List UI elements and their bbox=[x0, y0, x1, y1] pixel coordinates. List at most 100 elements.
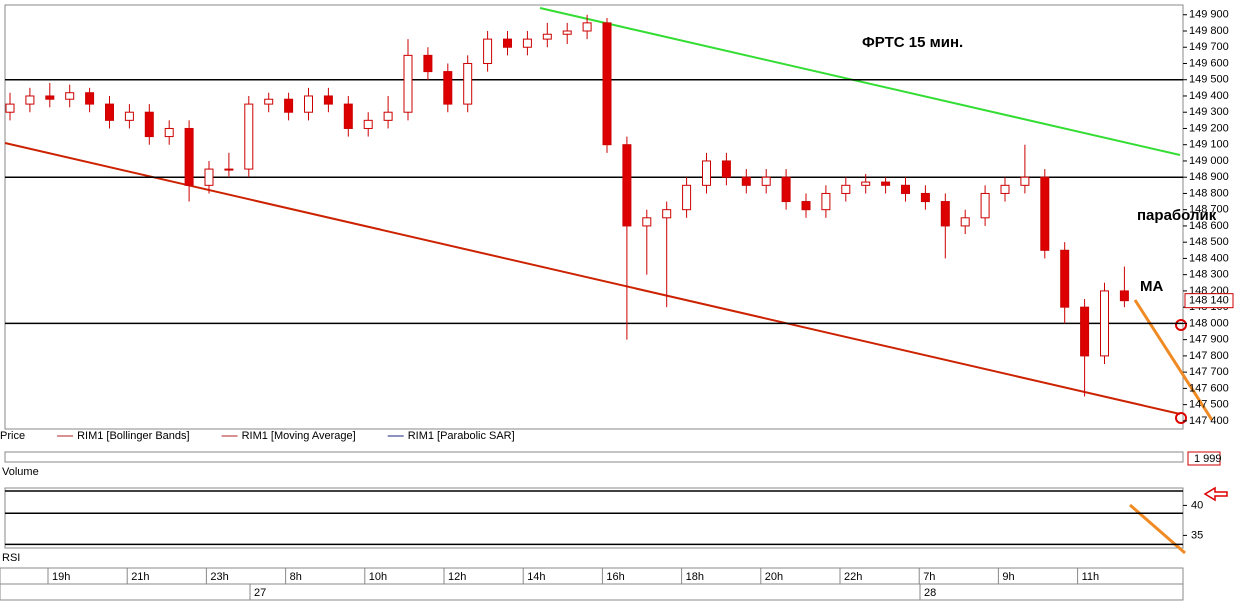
y-tick-label: 148 300 bbox=[1189, 269, 1229, 281]
support-trendline bbox=[4, 142, 1181, 415]
last-price-box bbox=[1184, 293, 1234, 309]
x-tick-label: 7h bbox=[923, 571, 935, 583]
last-price-label: 148 140 bbox=[1189, 295, 1229, 307]
candle-body bbox=[363, 119, 373, 129]
candle-body bbox=[45, 95, 55, 100]
y-tick-label: 149 400 bbox=[1189, 90, 1229, 102]
candle-body bbox=[343, 103, 353, 129]
x-tick-label: 14h bbox=[527, 571, 545, 583]
candle-body bbox=[443, 71, 453, 105]
y-tick-label: 147 900 bbox=[1189, 334, 1229, 346]
y-tick-label: 149 700 bbox=[1189, 41, 1229, 53]
date-label: 28 bbox=[924, 587, 936, 599]
panel-title: Volume bbox=[2, 466, 39, 478]
candle-body bbox=[463, 62, 473, 105]
y-tick-label: 149 800 bbox=[1189, 25, 1229, 37]
x-tick-label: 23h bbox=[210, 571, 228, 583]
y-tick-label: 148 500 bbox=[1189, 236, 1229, 248]
y-tick-label: 147 500 bbox=[1189, 399, 1229, 411]
x-tick-label: 21h bbox=[131, 571, 149, 583]
candle-body bbox=[423, 54, 433, 73]
candle-body bbox=[1040, 176, 1050, 251]
candle-body bbox=[1119, 290, 1129, 302]
candle-body bbox=[503, 38, 512, 48]
candle-body bbox=[741, 176, 751, 186]
x-tick-label: 16h bbox=[606, 571, 624, 583]
candle-body bbox=[65, 92, 75, 100]
x-tick-label: 10h bbox=[369, 571, 387, 583]
y-tick-label: 148 800 bbox=[1189, 187, 1229, 199]
y-tick-label: 148 600 bbox=[1189, 220, 1229, 232]
forecast-arrow bbox=[1133, 299, 1214, 421]
x-tick-label: 8h bbox=[290, 571, 302, 583]
candle-body bbox=[562, 30, 572, 35]
candle-body bbox=[901, 184, 910, 194]
y-tick-label: 148 000 bbox=[1189, 317, 1229, 329]
price-panel bbox=[4, 4, 1184, 430]
level-marker bbox=[1175, 319, 1187, 331]
y-tick-label: 147 600 bbox=[1189, 382, 1229, 394]
candle-body bbox=[721, 160, 731, 178]
y-tick-label: 35 bbox=[1191, 529, 1203, 541]
candle-body bbox=[940, 201, 950, 227]
y-tick-label: 40 bbox=[1191, 499, 1203, 511]
candle-body bbox=[224, 168, 234, 171]
candle-body bbox=[881, 181, 891, 186]
x-tick-label: 11h bbox=[1082, 571, 1100, 583]
candle-body bbox=[920, 192, 930, 203]
y-tick-label: 149 100 bbox=[1189, 139, 1229, 151]
y-tick-label: 149 300 bbox=[1189, 106, 1229, 118]
candle-body bbox=[960, 217, 970, 227]
x-tick-label: 20h bbox=[765, 571, 783, 583]
x-tick-label: 19h bbox=[52, 571, 70, 583]
candle-body bbox=[124, 111, 134, 121]
level-marker bbox=[1175, 412, 1187, 424]
rsi-arrow-marker bbox=[1203, 486, 1228, 502]
candle-body bbox=[204, 168, 214, 186]
x-tick-label: 22h bbox=[844, 571, 862, 583]
candle-body bbox=[1020, 176, 1030, 186]
candle-body bbox=[642, 217, 652, 227]
candle-body bbox=[841, 184, 851, 194]
x-tick-label: 18h bbox=[686, 571, 704, 583]
annotation: MA bbox=[1140, 278, 1163, 295]
panel-title: RSI bbox=[2, 552, 20, 564]
x-tick-label: 12h bbox=[448, 571, 466, 583]
candle-body bbox=[522, 38, 532, 48]
y-tick-label: 149 200 bbox=[1189, 122, 1229, 134]
candle-body bbox=[662, 209, 672, 219]
candle-body bbox=[861, 181, 871, 186]
volume-box bbox=[1187, 451, 1221, 466]
legend-entry: RIM1 [Bollinger Bands] bbox=[77, 430, 190, 442]
y-tick-label: 149 500 bbox=[1189, 74, 1229, 86]
candle-body bbox=[1000, 184, 1010, 194]
y-tick-label: 147 400 bbox=[1189, 415, 1229, 427]
candle-body bbox=[144, 111, 154, 138]
legend-entry: Price bbox=[0, 430, 25, 442]
volume-last: 1 999 bbox=[1194, 453, 1222, 465]
candle-body bbox=[323, 95, 333, 105]
candle-body bbox=[1080, 306, 1090, 357]
y-tick-label: 147 700 bbox=[1189, 366, 1229, 378]
candle-body bbox=[801, 201, 811, 211]
candle-body bbox=[602, 22, 612, 146]
date-label: 27 bbox=[254, 587, 266, 599]
candle-body bbox=[25, 95, 35, 105]
y-tick-label: 147 800 bbox=[1189, 350, 1229, 362]
candle-body bbox=[682, 184, 692, 211]
legend-entry: RIM1 [Parabolic SAR] bbox=[408, 430, 515, 442]
annotation: ФРТС 15 мин. bbox=[862, 34, 963, 51]
candle-body bbox=[821, 192, 831, 211]
legend-entry: RIM1 [Moving Average] bbox=[242, 430, 356, 442]
candle-body bbox=[164, 127, 174, 138]
candle-body bbox=[85, 92, 95, 105]
candle-body bbox=[702, 160, 711, 186]
candle-body bbox=[5, 103, 15, 113]
candle-body bbox=[383, 111, 393, 121]
candle-body bbox=[483, 38, 493, 64]
candle-body bbox=[980, 192, 990, 219]
rsi-panel bbox=[4, 487, 1184, 549]
candle-body bbox=[244, 103, 254, 170]
